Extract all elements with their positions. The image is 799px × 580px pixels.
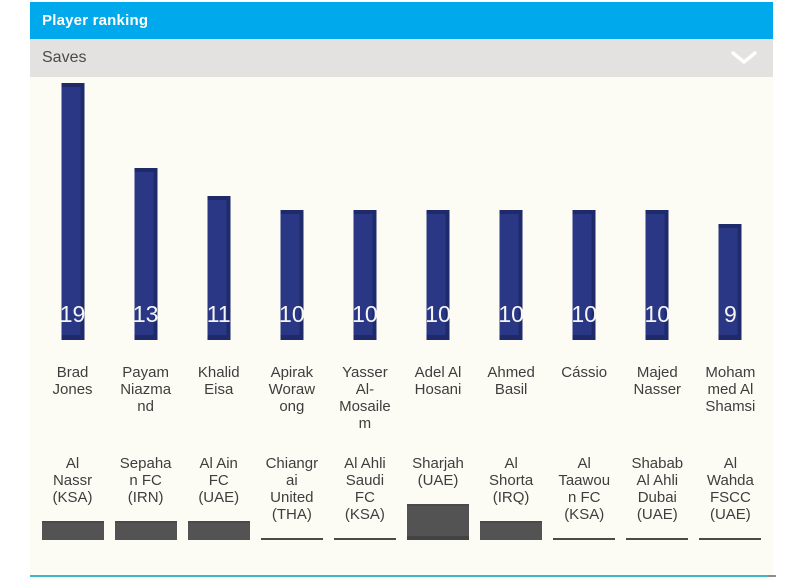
team-cell: Al Ahli Saudi FC (KSA): [328, 455, 401, 540]
team-name: Al Taawoun FC (KSA): [558, 455, 611, 523]
team-cell: Sepahan FC (IRN): [109, 455, 182, 540]
team-name: Al Wahda FSCC (UAE): [706, 455, 754, 523]
chart-column: 10: [475, 77, 548, 340]
bar-value-label: 10: [571, 301, 597, 327]
team-logo-placeholder-image: [407, 504, 470, 540]
team-name: Al Ain FC (UAE): [198, 455, 240, 506]
bar[interactable]: [61, 83, 85, 340]
chart-column: 11: [182, 77, 255, 340]
team-cell: Sharjah (UAE): [401, 455, 474, 540]
saves-bar-chart: 19 13 11 10 10 10 10 10 10 9: [30, 77, 773, 340]
player-name-cell: Majed Nasser: [621, 340, 694, 455]
player-name-cell: Brad Jones: [36, 340, 109, 455]
chart-column: 10: [401, 77, 474, 340]
chart-column: 13: [109, 77, 182, 340]
chart-column: 19: [36, 77, 109, 340]
bar-value-label: 13: [132, 301, 159, 327]
bar-value-label: 19: [59, 301, 86, 327]
bar[interactable]: [426, 210, 450, 340]
player-name: Payam Niazmand: [120, 364, 172, 415]
metric-dropdown-value: Saves: [42, 49, 87, 66]
team-logo-placeholder-image: [260, 538, 323, 540]
bar-value-label: 10: [644, 301, 671, 327]
chart-column: 10: [548, 77, 621, 340]
bar-value-label: 9: [723, 301, 737, 327]
player-name: Mohammed Al Shamsi: [705, 364, 756, 415]
chart-column: 10: [328, 77, 401, 340]
team-cell: Al Wahda FSCC (UAE): [694, 455, 767, 540]
chart-column: 9: [694, 77, 767, 340]
team-name: Al Ahli Saudi FC (KSA): [344, 455, 386, 523]
team-name: Chiangrai United (THA): [265, 455, 319, 523]
team-logo-placeholder-image: [333, 538, 396, 540]
bar-value-label: 10: [498, 301, 524, 327]
widget-title: Player ranking: [42, 12, 149, 29]
team-labels-row: Al Nassr (KSA) Sepahan FC (IRN) Al Ain FC …: [30, 455, 773, 540]
chart-column: 10: [255, 77, 328, 340]
player-name: Yasser Al-Mosailem: [339, 364, 391, 432]
bar[interactable]: [645, 210, 669, 340]
team-cell: Al Nassr (KSA): [36, 455, 109, 540]
bar-value-label: 11: [206, 301, 231, 327]
player-name-cell: Ahmed Basil: [475, 340, 548, 455]
player-ranking-widget: Player ranking Saves 19 13 11 10 10 10 10 10 10 9…: [30, 2, 776, 580]
team-logo-placeholder-image: [114, 521, 177, 540]
bar[interactable]: [572, 210, 596, 340]
team-logo-placeholder-image: [553, 538, 616, 540]
bottom-indicator-line-end: [768, 575, 776, 577]
player-name-cell: Adel Al Hosani: [401, 340, 474, 455]
team-cell: Al Ain FC (UAE): [182, 455, 255, 540]
metric-dropdown[interactable]: Saves: [30, 39, 773, 77]
player-name-cell: Yasser Al-Mosailem: [328, 340, 401, 455]
player-name: Apirak Worawong: [268, 364, 316, 415]
team-cell: Chiangrai United (THA): [255, 455, 328, 540]
team-cell: Al Shorta (IRQ): [475, 455, 548, 540]
player-name-cell: Payam Niazmand: [109, 340, 182, 455]
player-names-row: Brad Jones Payam Niazmand Khalid Eisa Apira…: [30, 340, 773, 455]
player-name-cell: Apirak Worawong: [255, 340, 328, 455]
player-name-cell: Mohammed Al Shamsi: [694, 340, 767, 455]
bar-value-label: 10: [425, 301, 451, 327]
team-name: Sharjah (UAE): [412, 455, 464, 489]
widget-header: Player ranking: [30, 2, 773, 39]
chart-column: 10: [621, 77, 694, 340]
team-name: Sepahan FC (IRN): [119, 455, 172, 506]
bar-value-label: 10: [352, 301, 378, 327]
bar[interactable]: [499, 210, 523, 340]
team-cell: Al Taawoun FC (KSA): [548, 455, 621, 540]
team-logo-placeholder-image: [699, 538, 762, 540]
team-logo-placeholder-image: [41, 521, 104, 540]
bar[interactable]: [134, 168, 158, 340]
player-name: Ahmed Basil: [487, 364, 535, 398]
team-logo-placeholder-image: [480, 521, 543, 540]
chevron-down-icon: [731, 51, 757, 64]
player-name: Brad Jones: [52, 364, 93, 398]
player-name: Majed Nasser: [633, 364, 682, 398]
bottom-indicator-line-fill: [30, 575, 768, 577]
bar[interactable]: [207, 196, 231, 340]
team-name: Al Shorta (IRQ): [489, 455, 534, 506]
bar[interactable]: [353, 210, 377, 340]
player-name: Khalid Eisa: [197, 364, 240, 398]
player-name-cell: Cássio: [548, 340, 621, 455]
bar[interactable]: [718, 224, 742, 340]
player-name: Cássio: [561, 364, 608, 381]
bar-value-label: 10: [279, 301, 305, 327]
team-name: Al Nassr (KSA): [52, 455, 93, 506]
player-name-cell: Khalid Eisa: [182, 340, 255, 455]
player-name: Adel Al Hosani: [414, 364, 462, 398]
bottom-indicator-line: [30, 575, 776, 577]
team-logo-placeholder-image: [626, 538, 689, 540]
team-logo-placeholder-image: [187, 521, 250, 540]
team-name: Shabab Al Ahli Dubai (UAE): [631, 455, 684, 523]
bar[interactable]: [280, 210, 304, 340]
team-cell: Shabab Al Ahli Dubai (UAE): [621, 455, 694, 540]
